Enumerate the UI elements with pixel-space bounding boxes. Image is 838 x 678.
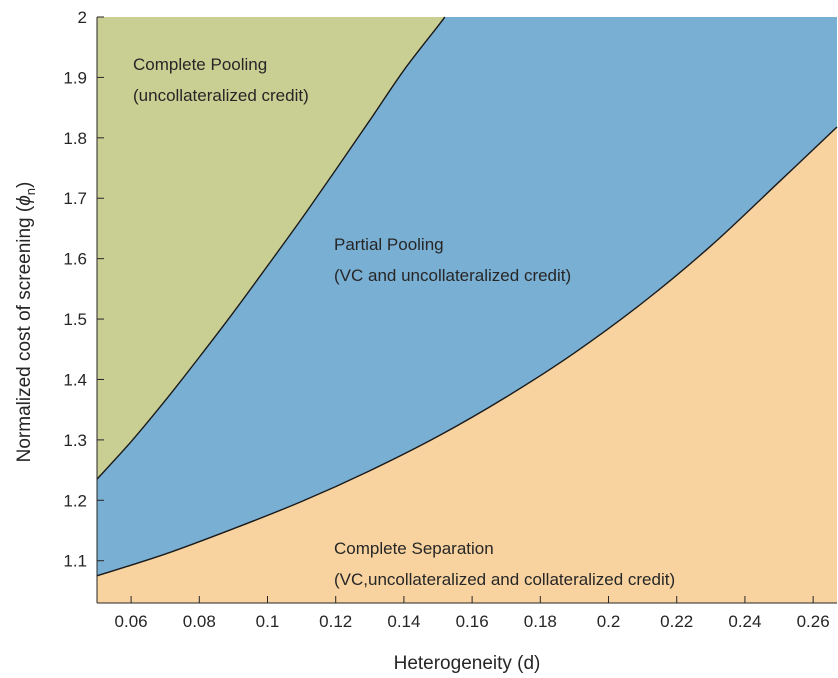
y-axis-label-subscript: n [23,188,38,195]
x-tick-label: 0.24 [728,612,761,631]
boundary-curves [96,16,838,577]
axes [96,16,837,604]
x-tick-label: 0.22 [660,612,693,631]
y-tick-label: 1.2 [63,491,87,510]
region-fills [97,17,837,603]
x-tick-label: 0.2 [597,612,621,631]
region-label-pooling: Complete Pooling (uncollateralized credi… [133,55,309,105]
region-name-separation: Complete Separation [334,539,494,558]
region-complete-pooling [97,17,445,480]
y-tick-label: 1.1 [63,552,87,571]
y-axis-label: Normalized cost of screening (ϕn) [14,182,38,463]
x-tick-label: 0.08 [183,612,216,631]
region-name-partial: Partial Pooling [334,235,444,254]
x-tick-label: 0.12 [319,612,352,631]
y-axis-label-symbol: ϕ [14,195,35,206]
y-tick-label: 1.3 [63,431,87,450]
x-tick-label: 0.26 [797,612,830,631]
lower-boundary-curve [96,126,838,577]
upper-boundary-curve [96,16,446,480]
y-tick-label: 1.7 [63,189,87,208]
y-tick-label: 1.5 [63,310,87,329]
region-sub-partial: (VC and uncollateralized credit) [334,266,571,285]
y-tick-label: 1.4 [63,370,87,389]
tick-labels: 0.06 0.08 0.1 0.12 0.14 0.16 0.18 0.2 0.22 0.24 0.… [63,8,829,631]
x-tick-label: 0.18 [524,612,557,631]
x-tick-label: 0.16 [456,612,489,631]
region-complete-separation [97,126,837,603]
region-label-separation: Complete Separation (VC,uncollateralized… [334,539,675,589]
y-tick-label: 2 [78,8,87,27]
y-axis-label-close: ) [14,182,35,188]
x-tick-label: 0.14 [387,612,420,631]
x-axis-label: Heterogeneity (d) [394,653,541,674]
y-tick-label: 1.9 [63,68,87,87]
x-tick-label: 0.06 [115,612,148,631]
y-tick-label: 1.6 [63,250,87,269]
x-tick-label: 0.1 [256,612,280,631]
region-name-pooling: Complete Pooling [133,55,267,74]
region-sub-separation: (VC,uncollateralized and collateralized … [334,570,675,589]
y-axis-label-text: Normalized cost of screening ( [14,205,35,462]
y-tick-label: 1.8 [63,129,87,148]
region-label-partial: Partial Pooling (VC and uncollateralized… [334,235,571,285]
region-sub-pooling: (uncollateralized credit) [133,86,309,105]
